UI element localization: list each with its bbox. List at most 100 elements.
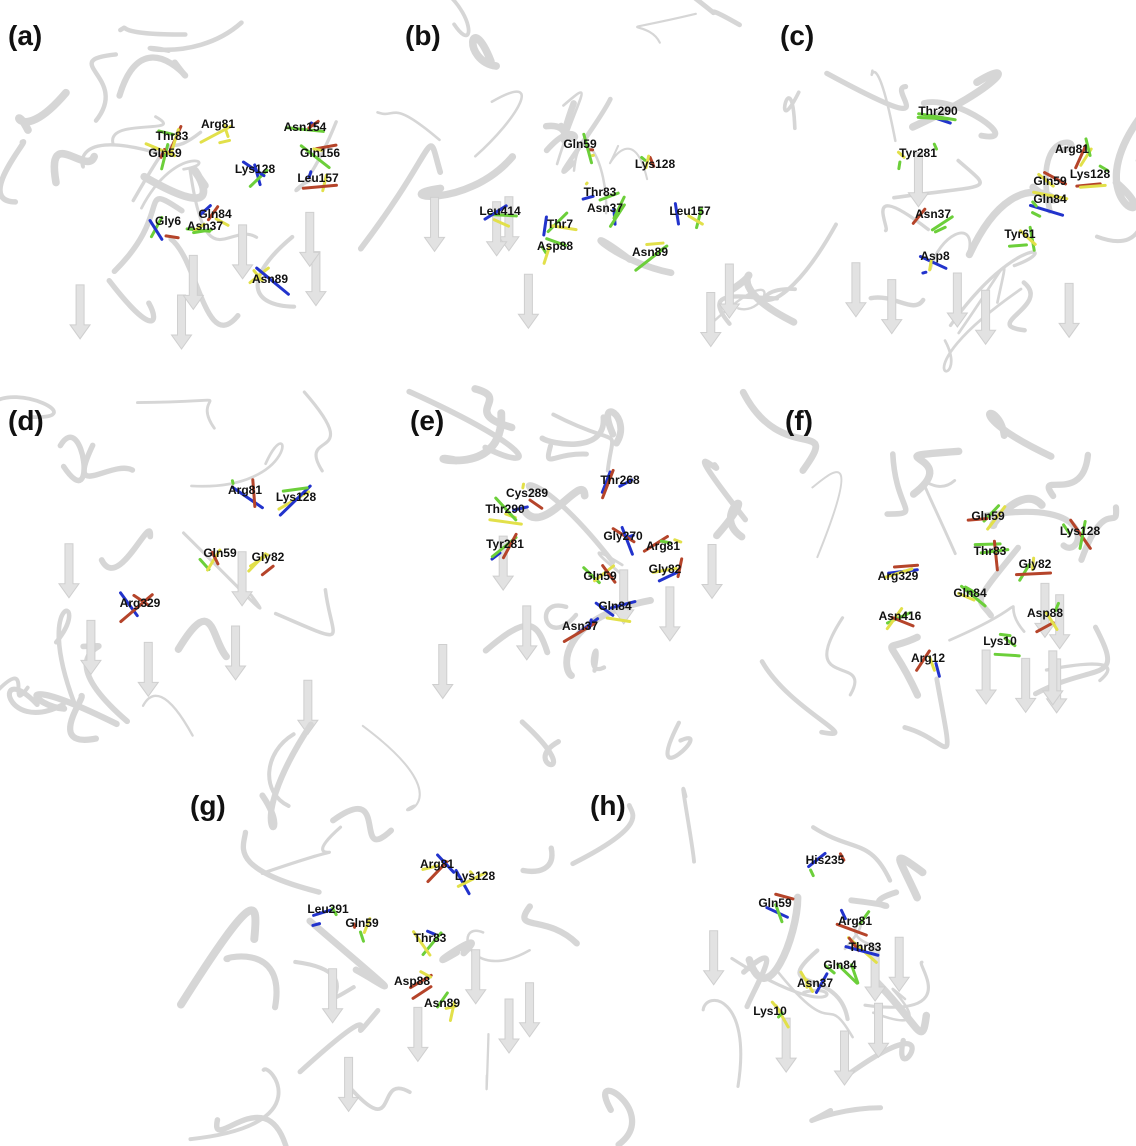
ribbon	[900, 858, 923, 897]
sheet-arrow	[1016, 658, 1036, 712]
ribbon	[1116, 112, 1136, 208]
residue-label: Asp88	[394, 974, 430, 988]
residue-label: Leu291	[307, 902, 349, 916]
stick	[262, 566, 273, 574]
residue-label: Asn154	[284, 120, 327, 134]
stick	[894, 565, 917, 567]
ribbon	[524, 907, 576, 944]
panel-label: (a)	[8, 20, 42, 51]
ribbon	[894, 161, 980, 198]
panel-label: (h)	[590, 790, 626, 821]
residue-label: Thr290	[485, 502, 525, 516]
residue-label: Asn37	[562, 619, 598, 633]
ribbon	[605, 1091, 632, 1145]
sheet-arrow	[408, 1007, 428, 1061]
residue-label: Thr83	[974, 544, 1007, 558]
residue-label: Thr7	[547, 217, 573, 231]
sheet-arrow	[882, 280, 902, 334]
residue-label: Asn89	[632, 245, 668, 259]
ribbon	[243, 832, 319, 892]
residue-label: Gln59	[563, 137, 597, 151]
ribbon	[378, 112, 440, 140]
ribbon	[486, 626, 548, 653]
stick	[530, 500, 542, 508]
panel-label: (d)	[8, 405, 44, 436]
ribbon	[667, 723, 690, 758]
panel: (b)Gln59Lys128Thr83Leu414Asn37Leu157Thr7…	[361, 0, 794, 346]
residue-label: Lys128	[235, 162, 276, 176]
ribbon	[914, 451, 959, 494]
ribbon	[1049, 455, 1088, 496]
stick	[936, 663, 939, 676]
ribbon	[120, 28, 185, 35]
residue-label: Arg81	[838, 914, 872, 928]
panel: (h)His235Gln59Arg81Thr83Gln84Asn37Lys10	[573, 789, 929, 1145]
ribbon	[487, 1034, 489, 1089]
ribbon	[887, 454, 906, 514]
sheet-arrow	[660, 587, 680, 641]
residue-label: Lys128	[455, 869, 496, 883]
ribbon	[703, 1000, 741, 1086]
ribbon	[363, 726, 420, 810]
ribbon	[262, 827, 340, 873]
sheet-arrow	[138, 642, 158, 696]
ribbon	[442, 943, 471, 960]
ribbon	[137, 400, 214, 428]
stick	[360, 932, 363, 941]
panel: (e)Thr268Cys289Thr290Tyr281Gly270Arg81Gl…	[409, 389, 745, 765]
residue-label: Gln59	[971, 509, 1005, 523]
residue-label: Lys128	[635, 157, 676, 171]
panel: (g)Arg81Lys128Leu291Gln59Thr83Asp88Asn89	[181, 725, 577, 1146]
ribbon	[892, 637, 918, 695]
residue-label: Thr268	[600, 473, 640, 487]
ribbon	[150, 23, 242, 51]
residue-label: Leu157	[297, 171, 339, 185]
stick	[313, 924, 320, 926]
sheet-arrow	[908, 153, 928, 207]
ribbon	[473, 38, 496, 66]
ribbon	[705, 461, 746, 519]
residue-label: Asp88	[1027, 606, 1063, 620]
residue-label: Tyr281	[899, 146, 937, 160]
residue-label: Leu414	[479, 204, 521, 218]
sheet-arrow	[701, 292, 721, 346]
residue-label: Lys128	[1060, 524, 1101, 538]
sheet-arrow	[947, 273, 967, 327]
ribbon	[851, 892, 896, 906]
residue-label: Asn89	[252, 272, 288, 286]
ribbon	[333, 809, 391, 840]
panel: (a)Arg81Thr83Asn154Gln59Gln156Lys128Leu1…	[0, 20, 340, 349]
residue-label: Asn37	[587, 201, 623, 215]
stick	[1016, 573, 1050, 575]
stick	[995, 654, 1019, 656]
ribbon	[310, 921, 385, 986]
ribbon	[226, 956, 276, 1007]
ribbon	[190, 1069, 278, 1139]
ribbon	[762, 662, 835, 734]
stick	[1080, 185, 1105, 187]
residue-label: Asn37	[187, 219, 223, 233]
residue-label: Gln84	[823, 958, 857, 972]
panel: (f)Gln59Lys128Thr83Gly82Arg329Gln84Asp88…	[743, 392, 1116, 747]
residue-label: Tyr281	[486, 537, 524, 551]
ribbon	[114, 199, 181, 272]
residue-label: His235	[806, 853, 845, 867]
residue-label: Arg81	[646, 539, 680, 553]
residue-label: Asn89	[424, 996, 460, 1010]
sheet-arrow	[835, 1031, 855, 1085]
sheet-arrow	[233, 225, 253, 279]
panel-label: (g)	[190, 790, 226, 821]
sheet-arrow	[976, 290, 996, 344]
residue-label: Gln84	[1033, 192, 1067, 206]
ribbon	[679, 0, 740, 25]
ribbon	[593, 650, 604, 670]
residue-label: Gln59	[1033, 174, 1067, 188]
residue-label: Lys10	[983, 634, 1017, 648]
residue-label: Asp88	[537, 239, 573, 253]
ribbon	[304, 392, 330, 471]
sheet-arrow	[704, 931, 724, 985]
residue-label: Gly270	[603, 529, 643, 543]
residue-label: Gln59	[345, 916, 379, 930]
residue-label: Gly6	[155, 214, 181, 228]
